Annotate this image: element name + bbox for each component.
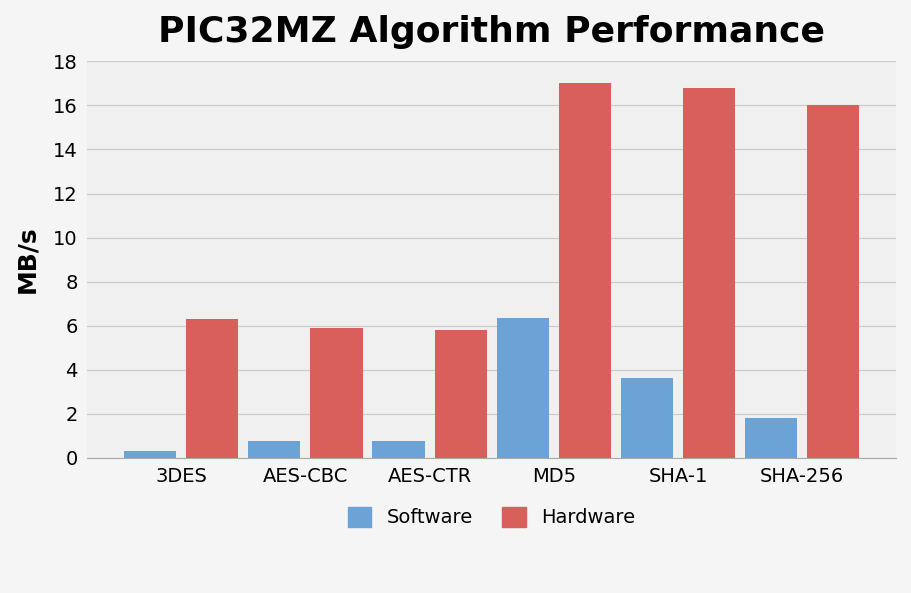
Bar bbox=[496, 318, 548, 458]
Bar bbox=[558, 84, 611, 458]
Title: PIC32MZ Algorithm Performance: PIC32MZ Algorithm Performance bbox=[159, 15, 825, 49]
Bar bbox=[249, 441, 301, 458]
Bar bbox=[435, 330, 486, 458]
Bar bbox=[124, 451, 176, 458]
Y-axis label: MB/s: MB/s bbox=[15, 226, 39, 294]
Bar bbox=[311, 328, 363, 458]
Legend: Software, Hardware: Software, Hardware bbox=[340, 499, 643, 535]
Bar bbox=[186, 319, 239, 458]
Bar bbox=[683, 88, 735, 458]
Bar bbox=[373, 441, 425, 458]
Bar bbox=[807, 106, 859, 458]
Bar bbox=[620, 378, 673, 458]
Bar bbox=[745, 418, 797, 458]
